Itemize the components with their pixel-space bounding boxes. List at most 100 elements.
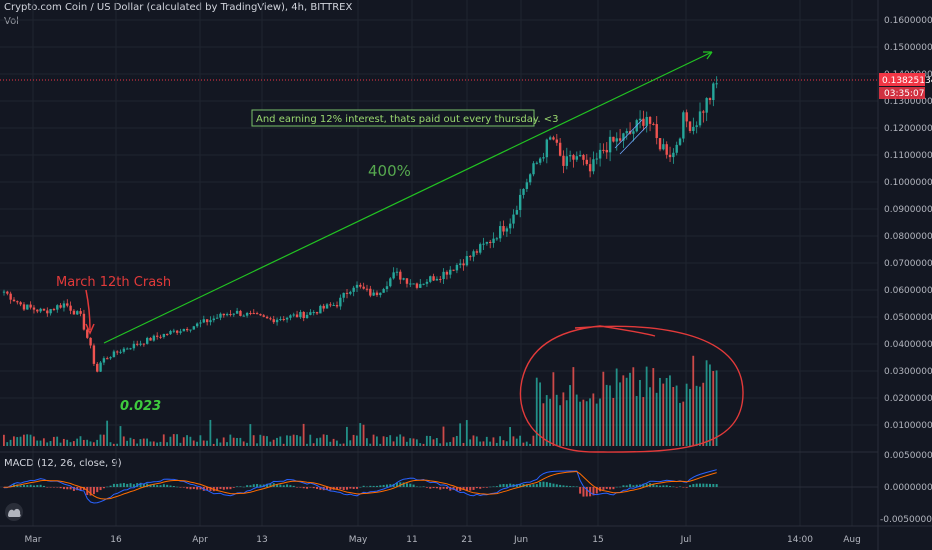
macd-histogram-bar	[326, 487, 329, 491]
candle-body	[708, 98, 712, 101]
volume-bar	[16, 437, 19, 446]
candle-body	[608, 136, 612, 153]
candle-body	[86, 329, 89, 338]
macd-histogram-bar	[306, 487, 309, 489]
candle-body	[518, 194, 522, 211]
note-box[interactable]	[251, 109, 535, 127]
volume-bar	[342, 443, 345, 446]
candle-body	[355, 284, 359, 288]
candle-body	[299, 311, 302, 318]
volume-bar	[99, 434, 102, 446]
macd-histogram-bar	[279, 484, 282, 487]
candle-body	[72, 310, 76, 315]
volume-bar	[52, 436, 55, 446]
candle-body	[695, 125, 698, 127]
candle-body	[315, 312, 319, 314]
low-annotation[interactable]: 0.023	[120, 399, 161, 414]
volume-bar	[679, 402, 681, 446]
macd-histogram-bar	[679, 486, 682, 487]
candle-body	[146, 337, 149, 344]
macd-histogram-bar	[246, 485, 249, 487]
macd-histogram-bar	[595, 487, 598, 494]
candle-body	[89, 337, 92, 346]
time-scale[interactable]: Mar 16 Apr 13 May 11 21 Jun 15 Jul 14:00 Aug	[25, 535, 861, 545]
macd-histogram-bar	[126, 483, 129, 487]
time-tick-label: 13	[256, 535, 267, 545]
trend-line[interactable]	[103, 51, 713, 344]
candle-body	[249, 312, 252, 314]
candle-body	[675, 144, 678, 153]
candle-body	[102, 358, 106, 363]
candle-body	[412, 283, 415, 285]
price-badge-value: 0.13825134	[882, 76, 932, 86]
volume-bar	[412, 438, 415, 446]
candle-body	[715, 83, 718, 85]
volume-bar	[109, 442, 112, 446]
macd-histogram-bar	[509, 483, 512, 487]
volume-bar	[585, 401, 588, 446]
volume-bar	[259, 434, 262, 446]
macd-histogram-bar	[69, 487, 72, 490]
volume-bar	[346, 426, 348, 446]
macd-histogram-bar	[419, 486, 422, 488]
volume-bar	[12, 436, 15, 446]
price-badge	[879, 73, 925, 86]
candle-body	[662, 144, 665, 150]
candle-body	[642, 118, 645, 126]
volume-bar	[209, 419, 212, 446]
volume-bar	[59, 442, 62, 446]
volume-bar	[579, 401, 581, 446]
macd-histogram-bar	[375, 485, 378, 487]
macd-histogram-bar	[582, 487, 585, 497]
candle-body	[565, 156, 569, 166]
candle-body	[385, 286, 389, 290]
volume-bar	[312, 443, 315, 446]
volume-bar	[592, 393, 595, 446]
volume-bar	[349, 440, 352, 446]
candle-body	[232, 313, 235, 315]
volume-bar	[582, 399, 585, 446]
volume-bar	[82, 439, 85, 446]
volume-bar	[462, 442, 465, 446]
macd-histogram-bar	[669, 485, 672, 487]
candle-body	[252, 313, 255, 315]
volume-bar	[266, 436, 268, 446]
macd-histogram-bar	[622, 485, 625, 487]
candle-body	[425, 281, 429, 284]
candle-body	[22, 304, 26, 310]
macd-histogram-bar	[435, 487, 438, 489]
macd-histogram-bar	[689, 485, 692, 487]
volume-bar	[469, 439, 472, 446]
volume-bar	[112, 443, 115, 446]
candle-body	[179, 331, 182, 333]
macd-histogram-bar	[575, 486, 578, 487]
candle-body	[632, 131, 635, 134]
candle-body	[66, 303, 69, 306]
macd-histogram-bar	[425, 487, 428, 488]
volume-bar	[605, 384, 608, 446]
candle-body	[692, 126, 695, 131]
candle-body	[192, 326, 196, 330]
candle-body	[645, 116, 648, 126]
volume-bar	[515, 438, 518, 446]
volume-bar	[465, 420, 468, 446]
volume-bar	[169, 436, 172, 446]
volume-bar	[289, 435, 292, 446]
channel-drawing[interactable]	[614, 119, 648, 155]
macd-histogram-bar	[705, 483, 708, 487]
macd-histogram-bar	[29, 484, 32, 487]
macd-histogram-bar	[415, 486, 418, 487]
volume-highlight-ellipse[interactable]	[519, 325, 744, 453]
candle-body	[492, 238, 495, 244]
macd-scale[interactable]: 0.00500000 0.00000000 -0.00500000	[880, 451, 932, 525]
crash-annotation[interactable]: March 12th Crash	[56, 275, 171, 290]
macd-histogram-bar	[709, 483, 712, 487]
candle-body	[219, 313, 222, 318]
volume-bar	[152, 441, 155, 446]
macd-histogram-bar	[232, 487, 235, 488]
candle-body	[672, 152, 675, 158]
volume-bar	[286, 435, 288, 446]
gain-annotation[interactable]: 400%	[368, 162, 411, 180]
